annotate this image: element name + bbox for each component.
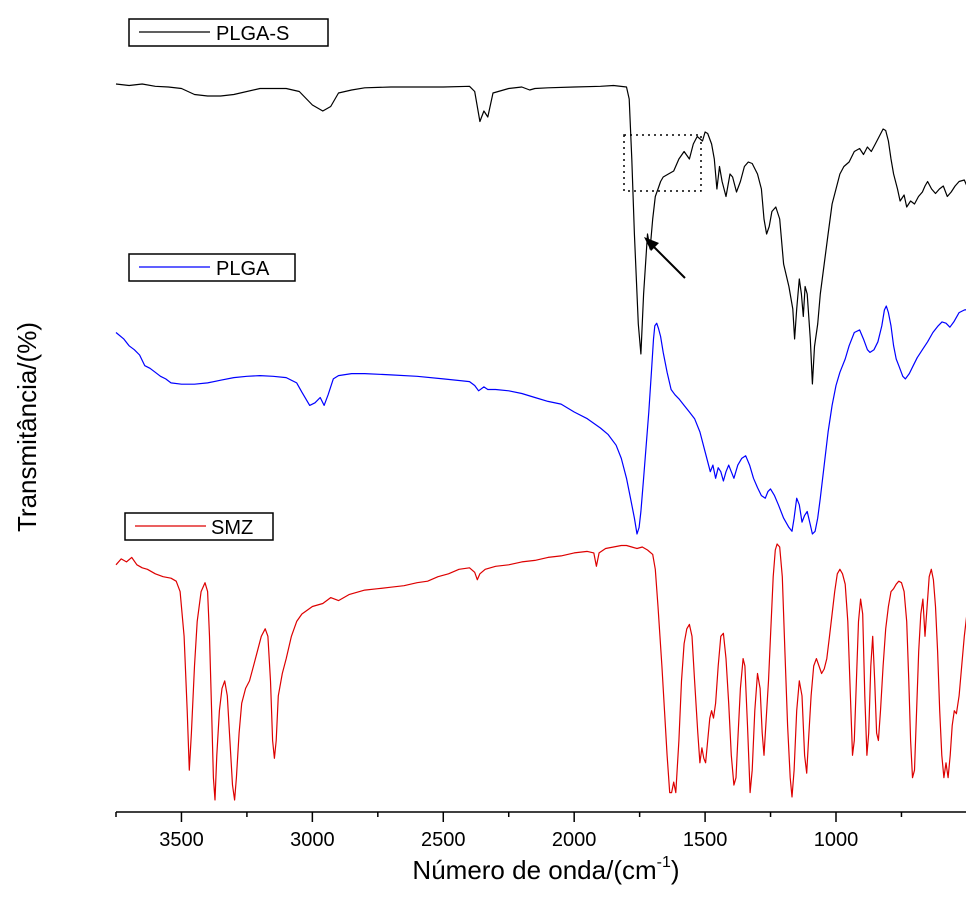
legend-label-plga-s: PLGA-S (216, 23, 289, 45)
legend-box (128, 253, 296, 282)
x-axis-title-suffix: ) (671, 855, 680, 885)
x-tick-label: 1000 (814, 829, 859, 851)
x-axis-title-main: Número de onda/(cm (412, 855, 656, 885)
x-tick-label: 3500 (159, 829, 204, 851)
series-line-plga (115, 305, 966, 535)
x-axis-title: Número de onda/(cm-1) (412, 854, 679, 885)
series-line-smz (115, 543, 966, 801)
y-axis-title: Transmitância/(%) (12, 322, 42, 532)
x-tick-label: 3000 (290, 829, 335, 851)
annotation-arrow (651, 244, 686, 279)
legend-plga: PLGA (128, 253, 296, 282)
x-tick-label: 1500 (683, 829, 728, 851)
annotation-arrowhead (644, 237, 659, 251)
x-tick-label: 2500 (421, 829, 466, 851)
legend-label-plga: PLGA (216, 258, 270, 280)
plot-traces (115, 83, 966, 801)
legend-smz: SMZ (124, 512, 274, 541)
legend-label-smz: SMZ (211, 517, 253, 539)
x-axis-title-sup: -1 (657, 854, 671, 871)
annotations (623, 134, 702, 279)
x-axis: 3500 3000 2500 2000 1500 1000 (115, 811, 966, 851)
legend-plga-s: PLGA-S (128, 18, 329, 47)
series-line-plga-s (115, 83, 966, 385)
x-tick-label: 2000 (552, 829, 597, 851)
highlight-box (623, 134, 702, 192)
